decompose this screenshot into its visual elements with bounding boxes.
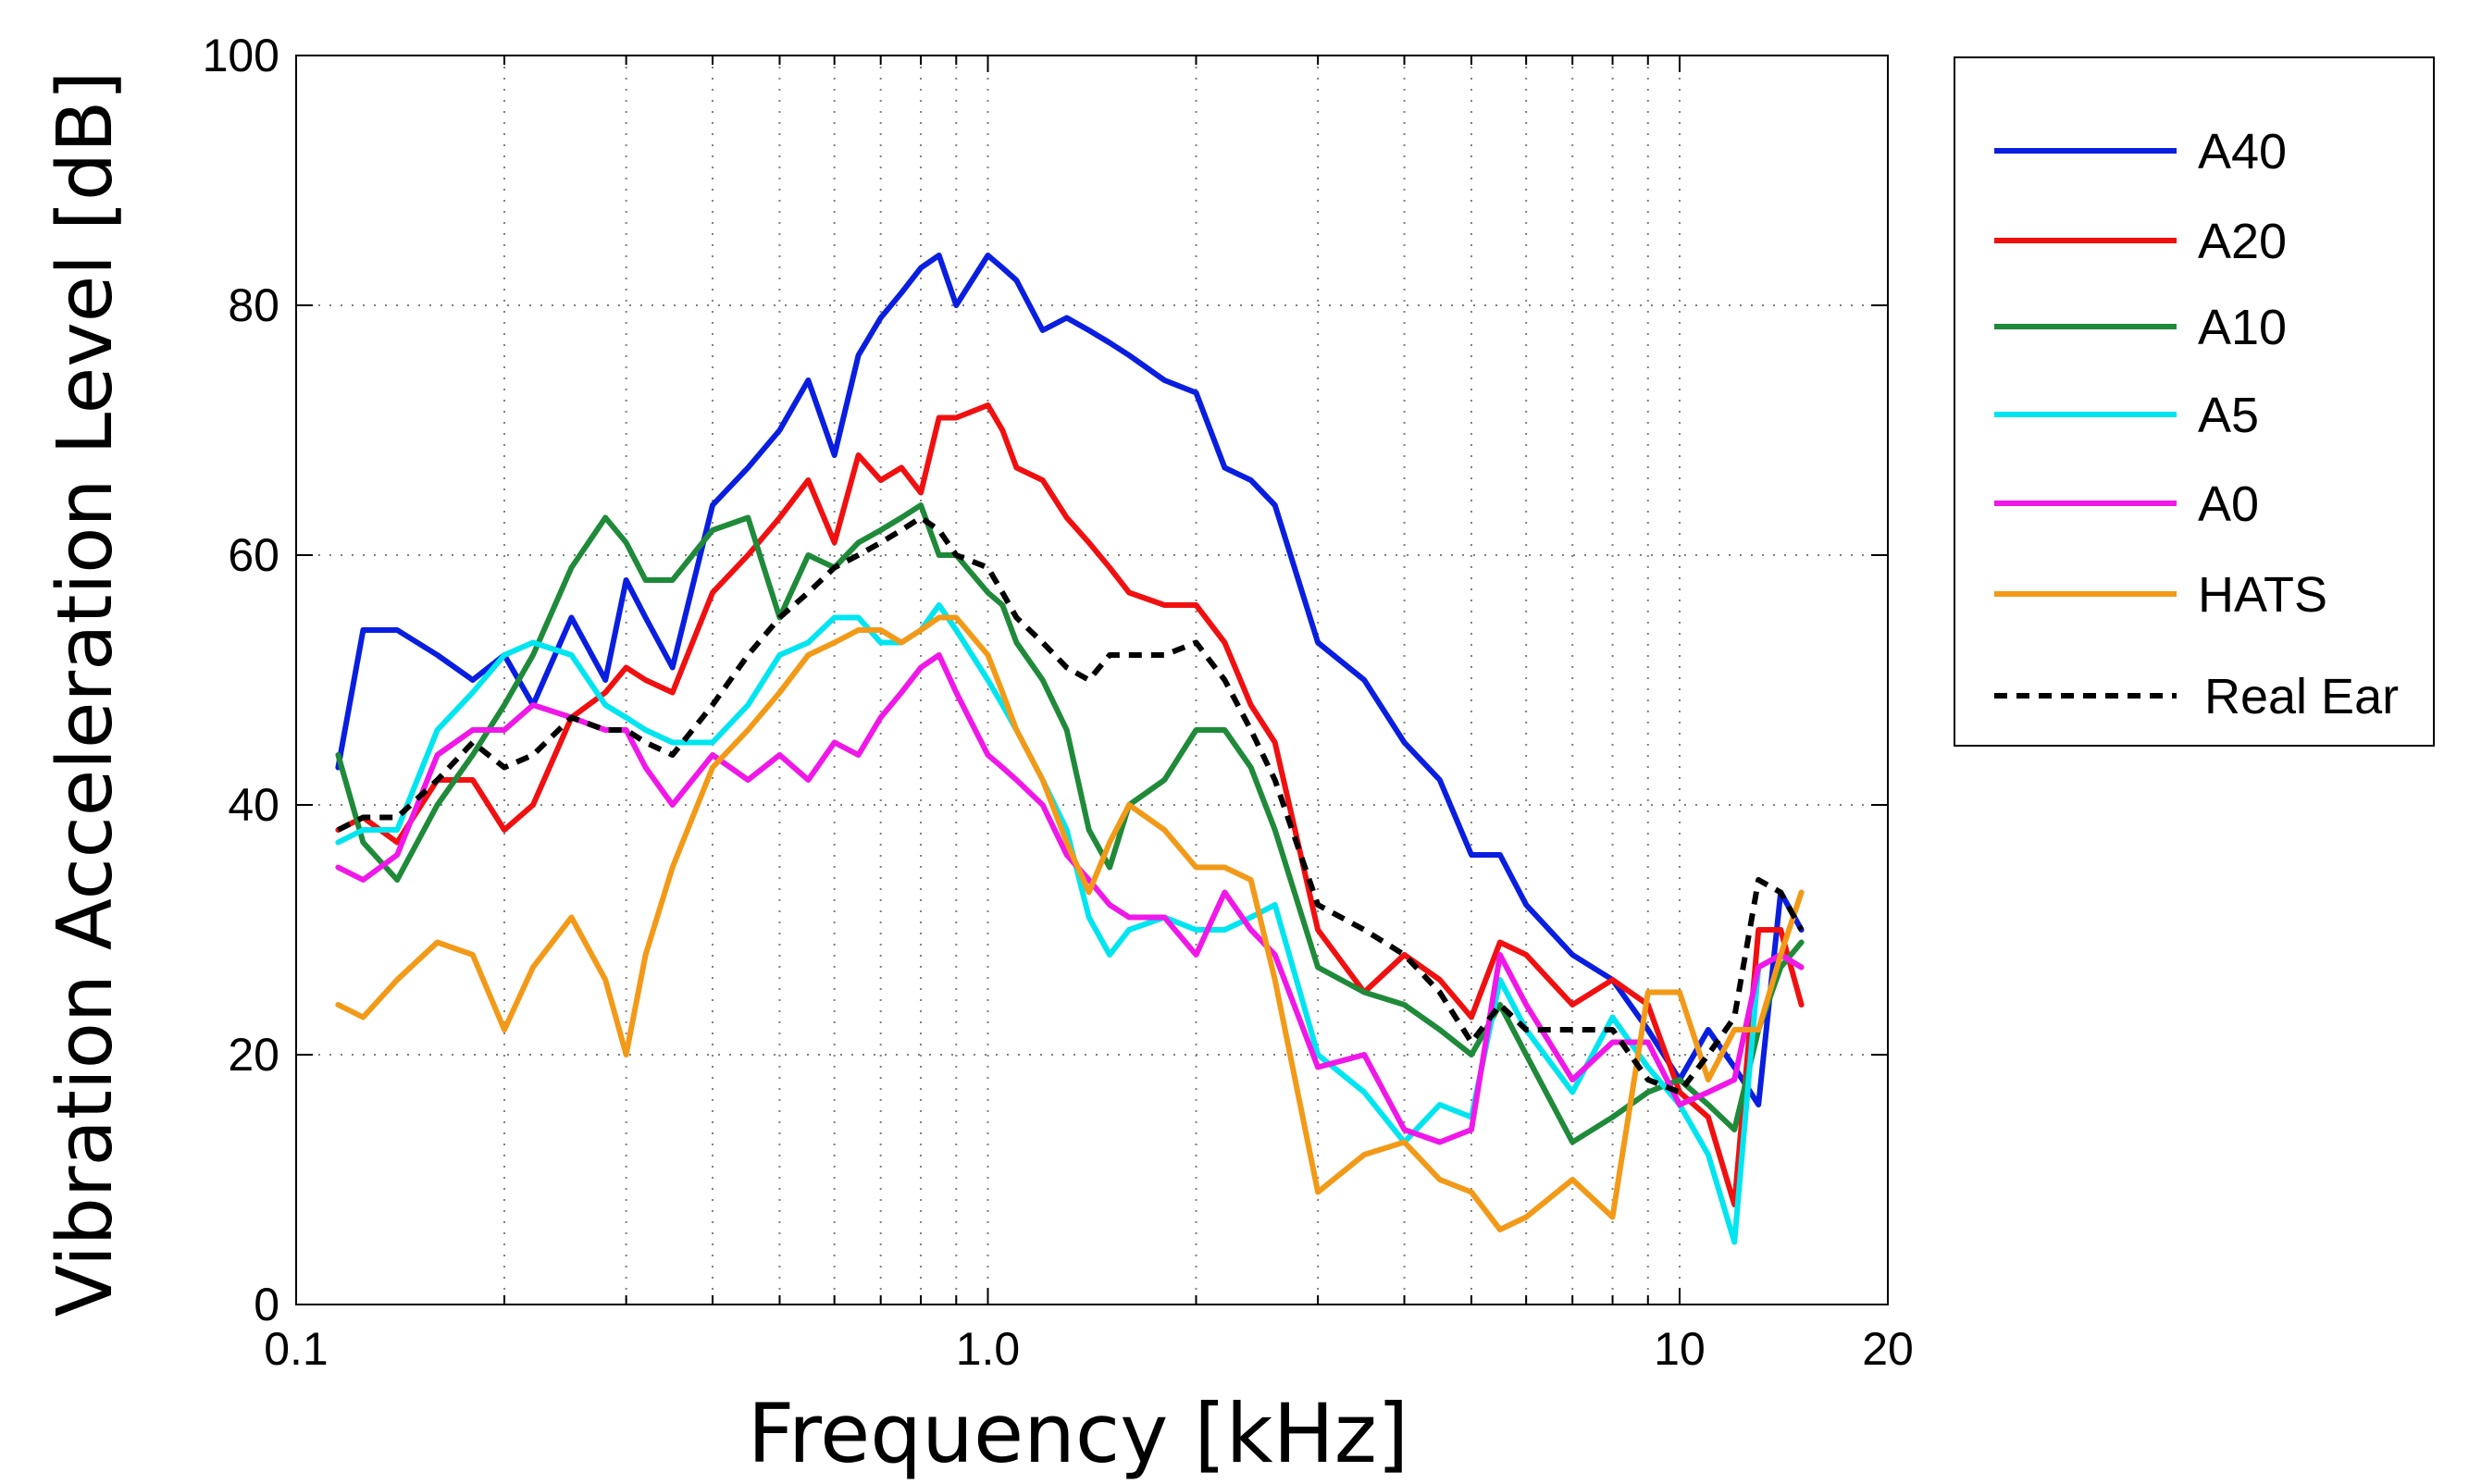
legend-label-hats: HATS — [2198, 567, 2327, 623]
y-tick-label: 100 — [203, 30, 279, 81]
legend-label-a10: A10 — [2198, 300, 2287, 355]
series-line-a10 — [335, 502, 1805, 1145]
series-line-a40 — [335, 253, 1805, 1107]
x-tick-label: 20 — [1862, 1323, 1914, 1375]
y-tick-labels: 0 20 40 60 80 100 — [203, 30, 279, 1330]
axis-ticks — [295, 55, 1889, 1305]
legend: A40 A20 A10 A5 A0 HATS Real Ear — [1954, 56, 2435, 747]
legend-label-a0: A0 — [2198, 476, 2259, 532]
series-line-a20 — [335, 402, 1805, 1207]
y-tick-label: 40 — [228, 779, 279, 831]
x-tick-label: 1.0 — [956, 1323, 1021, 1375]
y-tick-label: 80 — [228, 279, 279, 331]
series-line-a5 — [335, 602, 1805, 1245]
legend-box — [1954, 56, 2435, 747]
series-line-hats — [335, 614, 1805, 1232]
x-axis-title: Frequency [kHz] — [748, 1386, 1409, 1481]
x-tick-labels: 0.1 1.0 10 20 — [264, 1323, 1914, 1375]
legend-label-a5: A5 — [2198, 388, 2259, 443]
x-tick-label: 0.1 — [264, 1323, 329, 1375]
legend-label-real-ear: Real Ear — [2204, 669, 2399, 724]
x-tick-label: 10 — [1654, 1323, 1706, 1375]
legend-label-a40: A40 — [2198, 124, 2287, 179]
y-tick-label: 0 — [254, 1279, 279, 1330]
legend-label-a20: A20 — [2198, 214, 2287, 269]
grid — [296, 56, 1888, 1305]
plot-frame — [295, 55, 1889, 1305]
y-tick-label: 20 — [228, 1029, 279, 1081]
y-axis-title: Vibration Acceleration Level [dB] — [42, 71, 130, 1317]
series-lines — [335, 253, 1805, 1245]
series-line-real-ear — [337, 514, 1805, 1095]
y-tick-label: 60 — [228, 529, 279, 581]
